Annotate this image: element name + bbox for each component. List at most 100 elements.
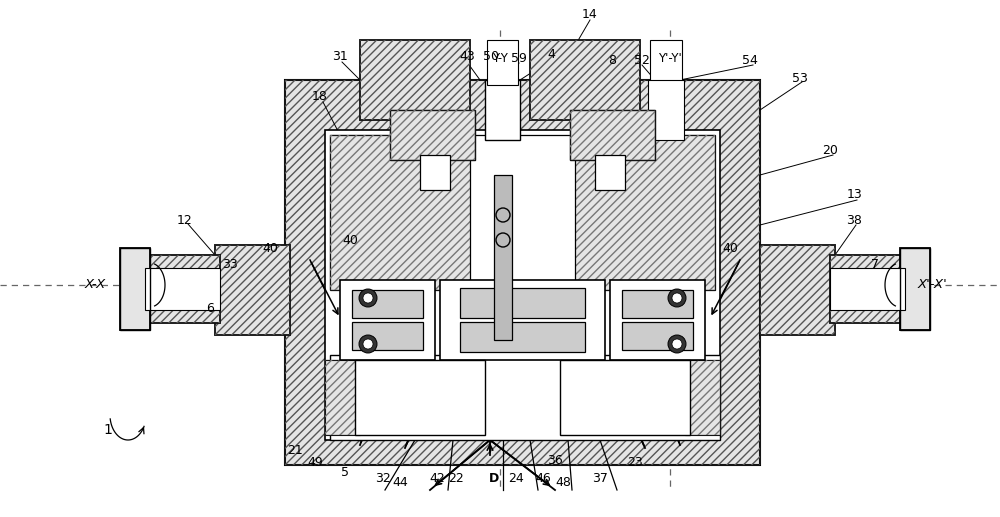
Bar — [760, 245, 835, 335]
Bar — [460, 288, 585, 318]
Text: Y'-Y': Y'-Y' — [658, 52, 682, 65]
Text: 37: 37 — [592, 472, 608, 484]
Text: 53: 53 — [792, 71, 808, 84]
Text: Y-Y: Y-Y — [492, 52, 508, 65]
Bar — [485, 80, 520, 140]
Bar — [650, 40, 682, 85]
Circle shape — [672, 293, 682, 303]
Text: 40: 40 — [262, 241, 278, 254]
Bar — [530, 40, 640, 120]
Text: D: D — [489, 472, 499, 484]
Bar — [685, 360, 720, 435]
Bar — [330, 135, 475, 290]
Bar — [494, 175, 512, 340]
Circle shape — [668, 335, 686, 353]
Circle shape — [363, 293, 373, 303]
Text: X-X: X-X — [84, 279, 106, 292]
Bar — [325, 130, 720, 440]
Bar — [120, 248, 150, 330]
Bar — [470, 135, 575, 290]
Text: X'-X': X'-X' — [917, 279, 947, 292]
Text: 7: 7 — [871, 258, 879, 271]
Text: 50: 50 — [483, 51, 499, 64]
Bar — [685, 360, 720, 435]
Bar — [340, 280, 435, 360]
Text: 8: 8 — [608, 53, 616, 67]
Bar — [760, 245, 835, 335]
Text: 5: 5 — [341, 465, 349, 479]
Bar — [215, 245, 290, 335]
Circle shape — [363, 339, 373, 349]
Bar — [215, 245, 290, 335]
Bar — [487, 40, 518, 85]
Text: 42: 42 — [429, 472, 445, 484]
Text: 12: 12 — [177, 214, 193, 226]
Bar — [145, 255, 220, 323]
Bar — [595, 155, 625, 190]
Bar — [360, 40, 470, 120]
Bar — [570, 110, 655, 160]
Text: 48: 48 — [555, 477, 571, 490]
Text: 22: 22 — [448, 472, 464, 484]
Text: 40: 40 — [722, 241, 738, 254]
Bar — [460, 322, 585, 352]
Bar — [325, 360, 360, 435]
Text: 13: 13 — [847, 189, 863, 202]
Text: 32: 32 — [375, 472, 391, 484]
Text: 40: 40 — [342, 234, 358, 247]
Text: 31: 31 — [332, 51, 348, 64]
Circle shape — [668, 289, 686, 307]
Text: 23: 23 — [627, 457, 643, 469]
Text: 14: 14 — [582, 8, 598, 22]
Text: 20: 20 — [822, 144, 838, 157]
Bar — [390, 110, 475, 160]
Bar — [360, 40, 470, 120]
Bar — [570, 135, 715, 290]
Bar — [325, 360, 360, 435]
Text: 24: 24 — [508, 472, 524, 484]
Bar — [355, 360, 485, 435]
Text: 21: 21 — [287, 444, 303, 457]
Text: 38: 38 — [846, 214, 862, 226]
Bar — [285, 80, 760, 465]
Bar — [330, 135, 475, 290]
Text: 54: 54 — [742, 53, 758, 67]
Bar — [440, 280, 605, 360]
Bar — [285, 80, 760, 465]
Text: 4: 4 — [547, 49, 555, 62]
Bar — [830, 268, 905, 310]
Text: 52: 52 — [634, 53, 650, 67]
Circle shape — [672, 339, 682, 349]
Text: 18: 18 — [312, 90, 328, 103]
Bar — [610, 280, 705, 360]
Bar — [622, 322, 693, 350]
Bar — [145, 255, 220, 323]
Bar — [352, 290, 423, 318]
Bar — [570, 110, 655, 160]
Bar — [830, 255, 905, 323]
Circle shape — [359, 335, 377, 353]
Bar — [352, 322, 423, 350]
Bar — [530, 40, 640, 120]
Text: 44: 44 — [392, 477, 408, 490]
Text: 1: 1 — [104, 423, 112, 437]
Bar — [420, 155, 450, 190]
Text: 36: 36 — [547, 453, 563, 466]
Circle shape — [359, 289, 377, 307]
Text: 46: 46 — [535, 472, 551, 484]
Text: 49: 49 — [307, 457, 323, 469]
Bar — [570, 135, 715, 290]
Bar — [560, 360, 690, 435]
Bar — [145, 268, 220, 310]
Text: 6: 6 — [206, 301, 214, 314]
Bar — [120, 248, 150, 330]
Bar — [622, 290, 693, 318]
Bar — [330, 355, 720, 440]
Bar — [900, 248, 930, 330]
Bar — [830, 255, 905, 323]
Bar — [390, 110, 475, 160]
Text: 43: 43 — [459, 51, 475, 64]
Bar — [900, 248, 930, 330]
Text: 59: 59 — [511, 52, 527, 65]
Bar — [648, 80, 684, 140]
